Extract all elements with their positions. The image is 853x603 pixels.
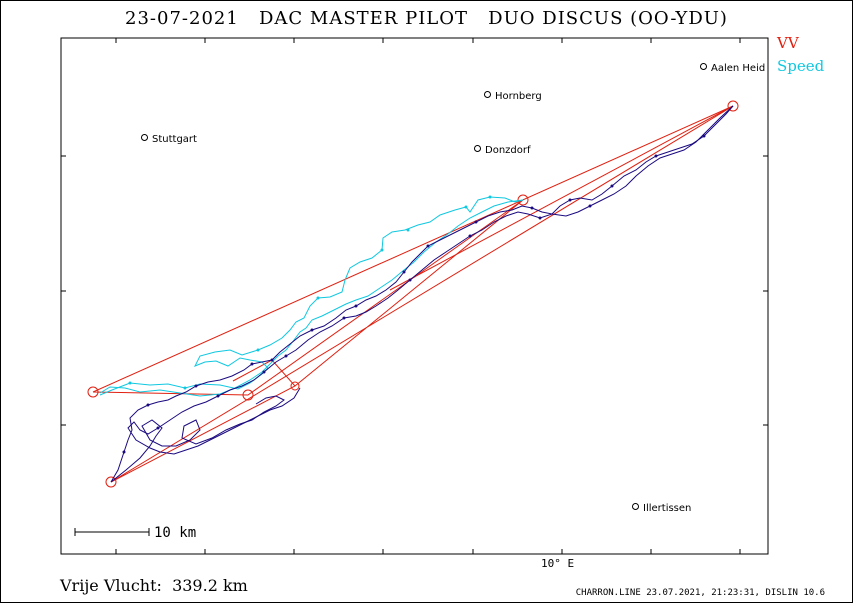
flight-track-return (127, 105, 734, 455)
scale-bar (74, 528, 150, 536)
speed-dots (128, 195, 492, 390)
axis-ticks (61, 38, 768, 554)
speed-track (99, 196, 524, 396)
scale-label: 10 km (154, 525, 197, 541)
place-stuttgart: Stuttgart (141, 134, 197, 145)
place-marker-icon (700, 63, 707, 70)
legend-vv: VV (777, 34, 799, 52)
place-aalen: Aalen Heid (700, 63, 765, 74)
longitude-label: 10° E (541, 557, 575, 570)
flight-track (110, 105, 734, 483)
speed-track-b (99, 199, 524, 397)
flight-track-loops (110, 395, 285, 483)
map-title: 23-07-2021 DAC MASTER PILOT DUO DISCUS (… (125, 8, 728, 29)
footer-info: CHARRON.LINE 23.07.2021, 21:23:31, DISLI… (575, 588, 825, 598)
place-marker-icon (141, 134, 148, 141)
place-illertissen: Illertissen (632, 503, 691, 514)
task-lines (92, 105, 734, 483)
plot-frame (60, 37, 769, 555)
place-donzdorf: Donzdorf (474, 145, 531, 156)
place-marker-icon (632, 503, 639, 510)
distance-text: Vrije Vlucht: 339.2 km (60, 576, 248, 595)
turnpoint-markers (87, 100, 739, 488)
place-hornberg: Hornberg (484, 91, 542, 102)
fix-dots (122, 134, 706, 454)
place-marker-icon (484, 91, 491, 98)
legend-speed: Speed (777, 57, 825, 75)
place-marker-icon (474, 145, 481, 152)
